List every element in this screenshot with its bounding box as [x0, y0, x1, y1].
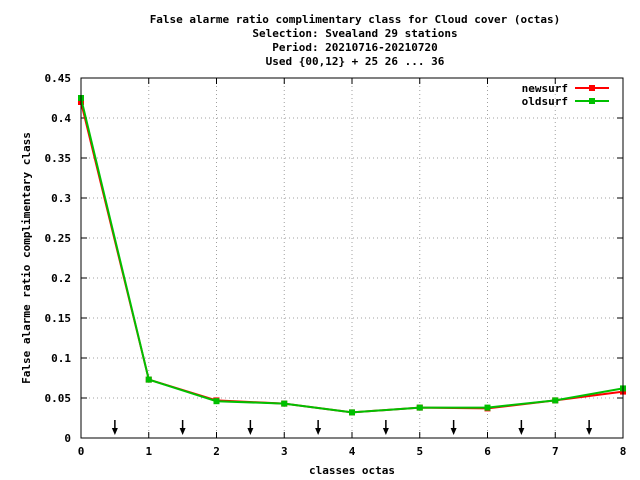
y-tick-label: 0.25	[45, 232, 72, 245]
grid	[81, 78, 623, 438]
y-axis-ticks: 0 0.05 0.1 0.15 0.2 0.25 0.3 0.35 0.4 0.45	[45, 72, 623, 445]
arrow-marker	[247, 420, 254, 435]
legend-marker-newsurf	[589, 85, 595, 91]
data-point-oldsurf	[281, 400, 288, 407]
x-tick-label: 6	[484, 445, 491, 458]
y-axis-label: False alarme ratio complimentary class	[20, 132, 33, 384]
chart-title-line: Selection: Svealand 29 stations	[252, 27, 457, 40]
x-tick-label: 4	[349, 445, 356, 458]
series-layer	[78, 95, 626, 416]
chart-title-line: False alarme ratio complimentary class f…	[150, 13, 561, 26]
y-tick-label: 0.2	[51, 272, 71, 285]
y-tick-label: 0	[64, 432, 71, 445]
legend-label-oldsurf: oldsurf	[522, 95, 568, 108]
x-tick-label: 7	[552, 445, 559, 458]
legend-label-newsurf: newsurf	[522, 82, 568, 95]
arrow-marker	[179, 420, 186, 435]
arrow-marker	[111, 420, 118, 435]
arrow-marker	[586, 420, 593, 435]
x-tick-label: 8	[620, 445, 627, 458]
series-line-oldsurf	[80, 97, 624, 414]
y-tick-label: 0.3	[51, 192, 71, 205]
chart-title: False alarme ratio complimentary class f…	[150, 13, 561, 68]
data-point-oldsurf	[484, 404, 491, 411]
x-tick-label: 3	[281, 445, 288, 458]
y-tick-label: 0.35	[45, 152, 72, 165]
data-point-oldsurf	[213, 398, 220, 405]
data-point-oldsurf	[349, 409, 355, 416]
arrow-marker	[382, 420, 389, 435]
chart-title-line: Period: 20210716-20210720	[272, 41, 438, 54]
series-line-newsurf	[80, 101, 624, 414]
arrow-marker	[315, 420, 322, 435]
arrow-marker	[518, 420, 525, 435]
arrow-marker	[450, 420, 457, 435]
x-axis-ticks: 0 1 2 3 4 5 6 7 8	[78, 78, 627, 458]
y-tick-label: 0.15	[45, 312, 72, 325]
y-tick-label: 0.4	[51, 112, 71, 125]
y-tick-label: 0.45	[45, 72, 72, 85]
x-tick-label: 1	[145, 445, 152, 458]
data-point-oldsurf	[145, 376, 152, 383]
y-tick-label: 0.1	[51, 352, 71, 365]
data-point-oldsurf	[416, 404, 423, 411]
plot-frame	[80, 77, 624, 439]
x-tick-label: 0	[78, 445, 85, 458]
x-tick-label: 2	[213, 445, 220, 458]
x-axis-label: classes octas	[309, 464, 395, 477]
legend-marker-oldsurf	[589, 98, 595, 104]
y-tick-label: 0.05	[45, 392, 72, 405]
chart-title-line: Used {00,12} + 25 26 ... 36	[266, 55, 445, 68]
arrow-markers	[111, 420, 593, 435]
x-tick-label: 5	[416, 445, 423, 458]
data-point-oldsurf	[552, 397, 559, 404]
